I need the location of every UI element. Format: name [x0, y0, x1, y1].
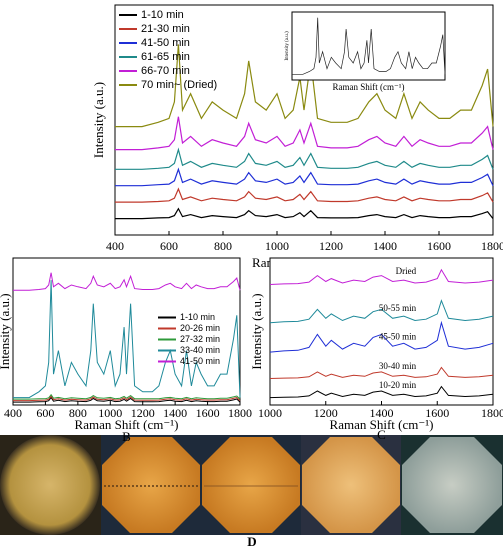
- x-tick-label: 400: [106, 239, 124, 253]
- x-tick-label: 400: [4, 406, 22, 420]
- y-axis-title: Intensity (a.u.): [249, 293, 264, 369]
- x-tick-label: 1400: [163, 406, 187, 420]
- x-tick-label: 1800: [228, 406, 252, 420]
- legend-label: 66-70 min: [141, 65, 190, 77]
- legend-label: 1-10 min: [141, 9, 184, 21]
- photo-strip: [0, 435, 503, 535]
- x-tick-label: 800: [214, 239, 232, 253]
- spectrum-line: [115, 207, 494, 220]
- x-axis-title: Raman Shift (cm⁻¹): [75, 417, 179, 432]
- series-label: 30-40 min: [379, 361, 417, 371]
- photo-1: [0, 435, 100, 535]
- spectrum-line: [13, 272, 241, 291]
- x-tick-label: 1400: [373, 239, 397, 253]
- panel-label: D: [247, 534, 256, 549]
- spectrum-line: [292, 17, 446, 75]
- y-axis-title: Intensity (a.u.): [285, 31, 290, 61]
- x-tick-label: 600: [36, 406, 54, 420]
- spectrum-line: [13, 393, 241, 400]
- x-tick-label: 1600: [427, 239, 451, 253]
- spectrum-line: [13, 396, 241, 403]
- photo-4: [302, 437, 400, 533]
- spectrum-line: [115, 44, 494, 128]
- y-axis-title: Intensity (a.u.): [0, 293, 12, 369]
- spectrum-line: [115, 167, 494, 187]
- x-tick-label: 1200: [131, 406, 155, 420]
- x-tick-label: 1800: [481, 406, 503, 420]
- x-tick-label: 1800: [481, 239, 503, 253]
- panel-label: C: [377, 427, 386, 442]
- x-axis-title: Raman Shift (cm⁻¹): [333, 82, 405, 92]
- x-tick-label: 1000: [258, 406, 282, 420]
- x-tick-label: 1200: [319, 239, 343, 253]
- legend-label: 70 min~ (Dried): [141, 79, 217, 91]
- x-tick-label: 1600: [196, 406, 220, 420]
- spectrum-line: [269, 385, 494, 399]
- spectrum-line: [269, 299, 494, 324]
- x-tick-label: 1200: [314, 406, 338, 420]
- x-tick-label: 1000: [265, 239, 289, 253]
- x-axis-title: Raman Shift (cm⁻¹): [330, 417, 434, 432]
- x-tick-label: 1400: [370, 406, 394, 420]
- legend-label: 27-32 min: [180, 334, 220, 344]
- x-tick-label: 1000: [98, 406, 122, 420]
- x-tick-label: 1600: [425, 406, 449, 420]
- series-label: 45-50 min: [379, 331, 417, 341]
- panel-label: B: [122, 429, 131, 444]
- spectrum-line: [115, 147, 494, 170]
- x-tick-label: 600: [160, 239, 178, 253]
- series-label: Dried: [396, 266, 417, 276]
- series-label: 50-55 min: [379, 303, 417, 313]
- y-axis-title: Intensity (a.u.): [91, 82, 106, 158]
- spectrum-line: [269, 268, 494, 285]
- legend-label: 61-65 min: [141, 51, 190, 63]
- spectrum-line: [13, 280, 241, 399]
- legend-label: 20-26 min: [180, 323, 220, 333]
- x-tick-label: 800: [69, 406, 87, 420]
- spectrum-line: [115, 116, 494, 151]
- photo-5: [402, 437, 502, 533]
- spectrum-line: [13, 395, 241, 402]
- legend-label: 21-30 min: [141, 23, 190, 35]
- photo-2: [102, 437, 200, 533]
- legend-label: 1-10 min: [180, 312, 215, 322]
- series-label: 10-20 min: [379, 380, 417, 390]
- legend-label: 41-50 min: [141, 37, 190, 49]
- spectrum-line: [269, 320, 494, 353]
- photo-3: [202, 437, 300, 533]
- plot-frame: [291, 11, 446, 81]
- legend-label: 33-40 min: [180, 345, 220, 355]
- spectrum-line: [115, 187, 494, 203]
- spectrum-line: [269, 366, 494, 379]
- legend-label: 41-50 min: [180, 356, 220, 366]
